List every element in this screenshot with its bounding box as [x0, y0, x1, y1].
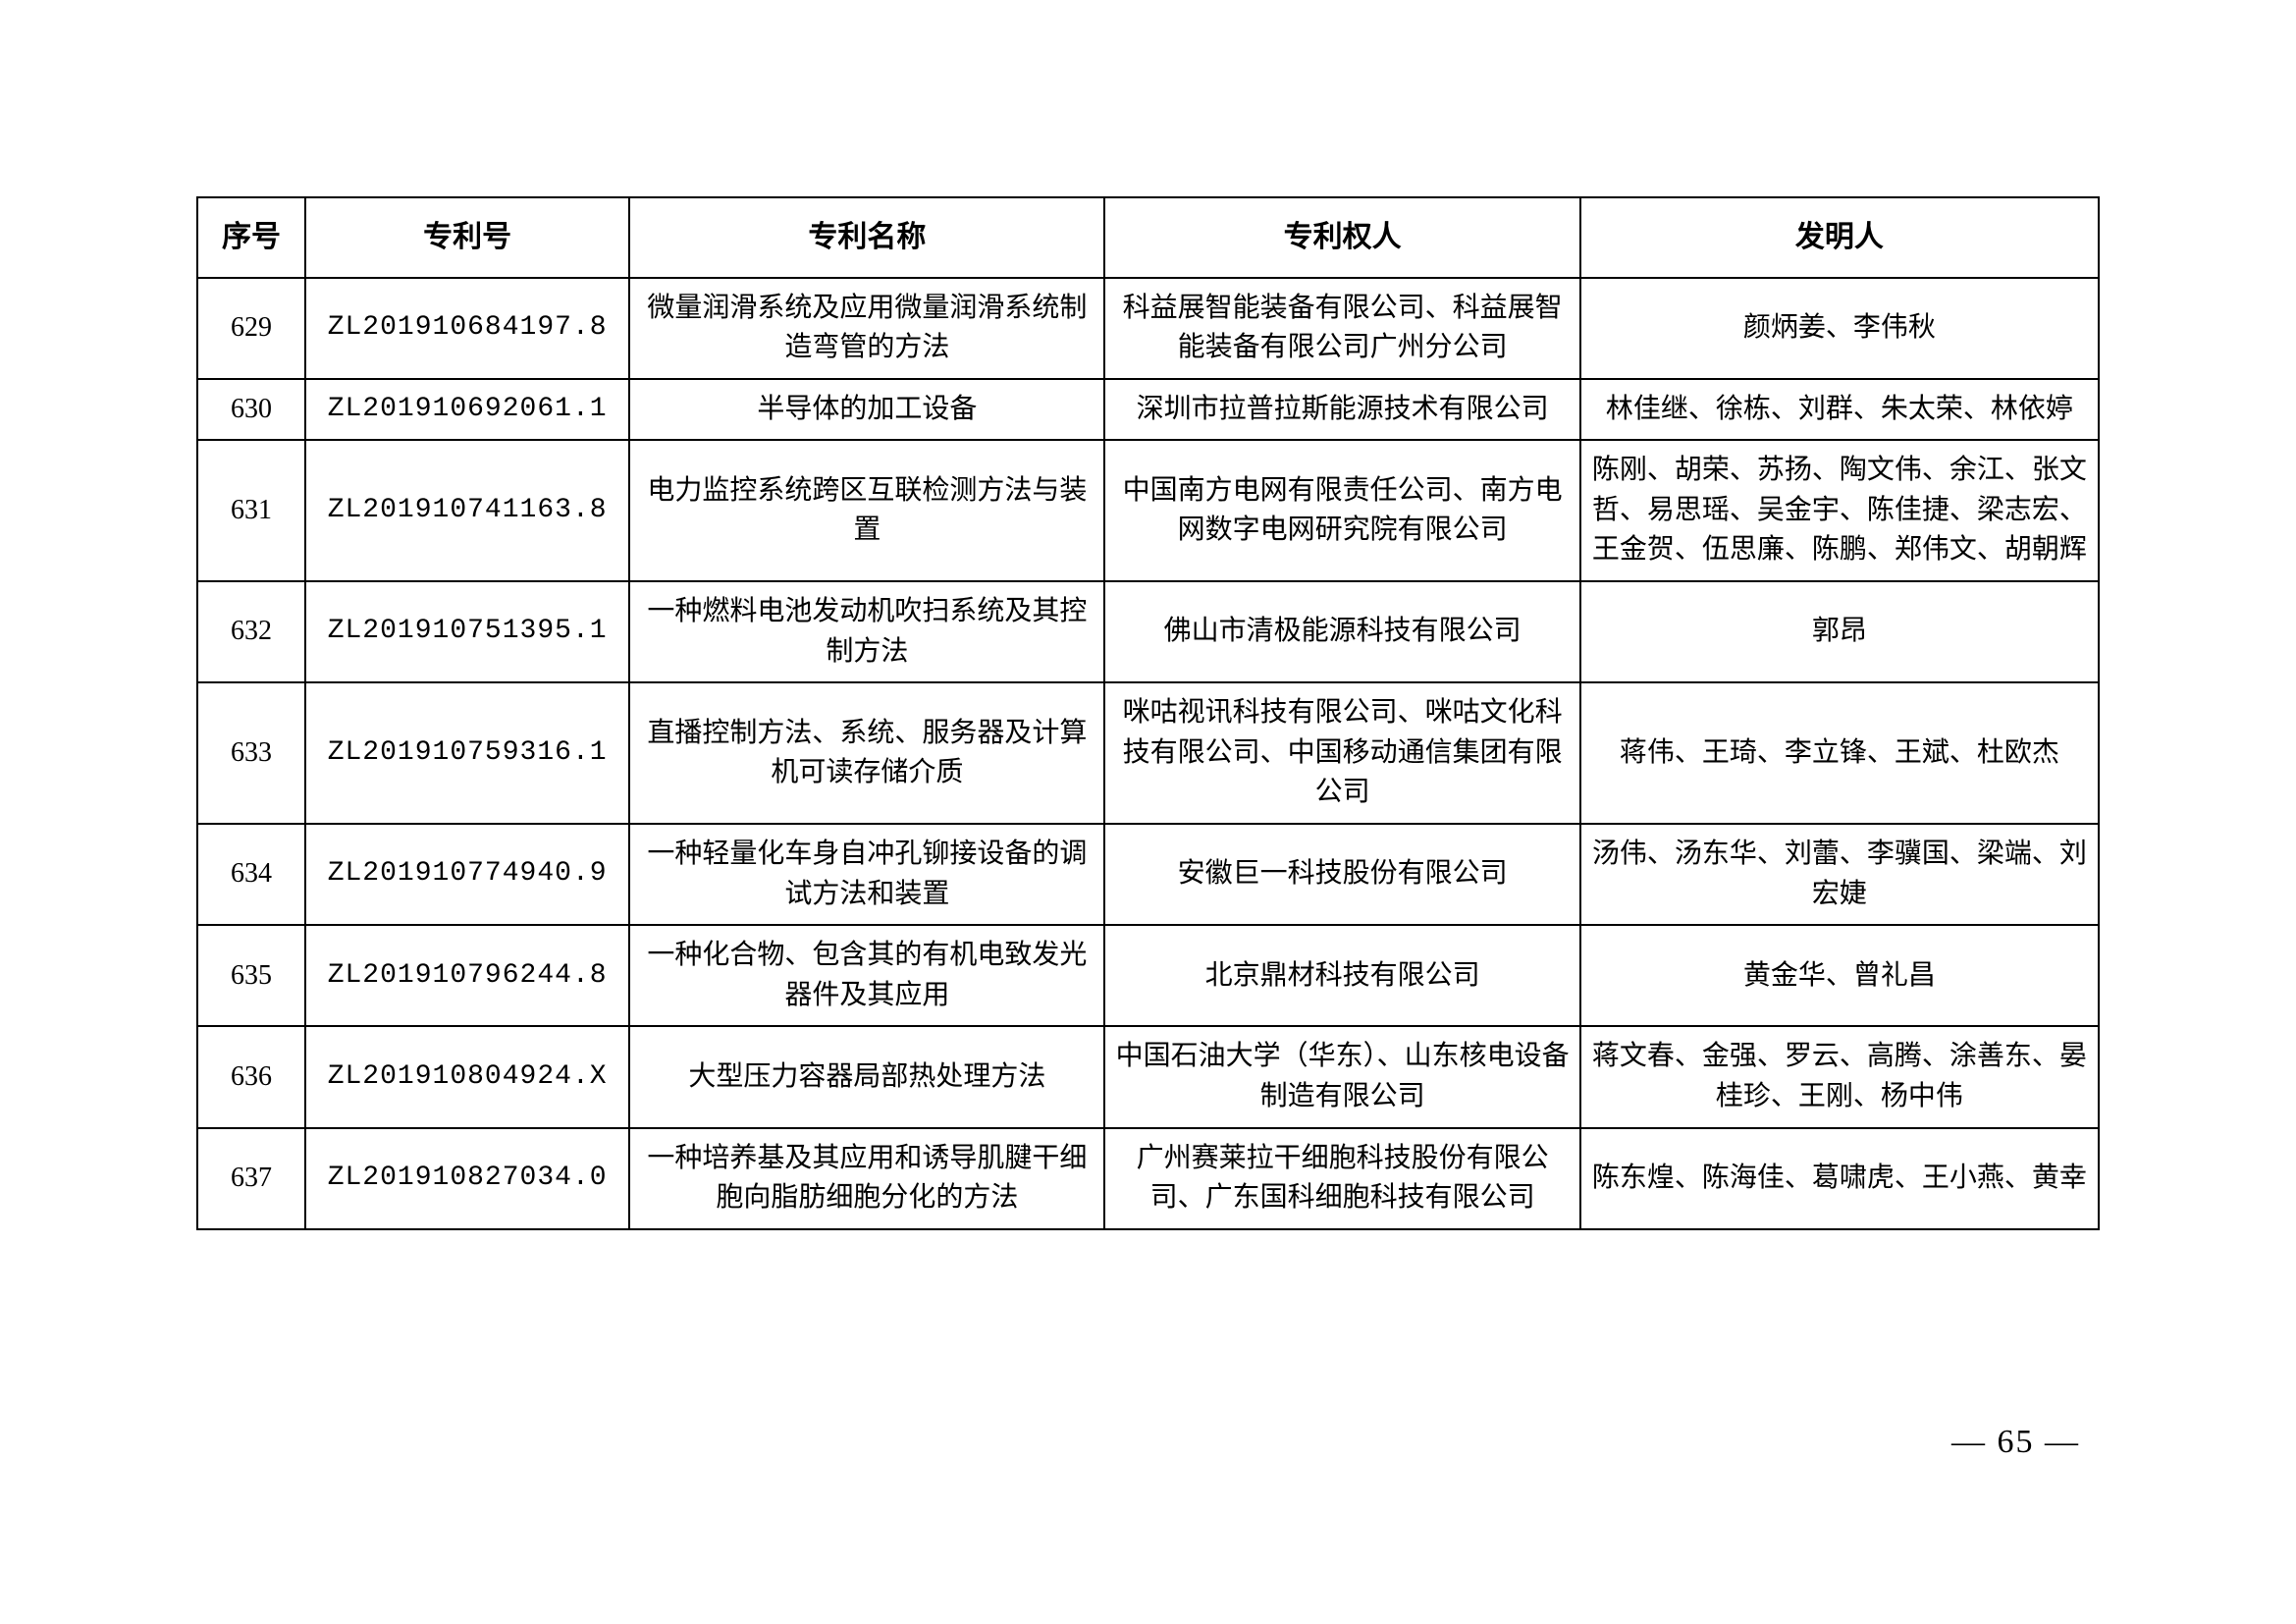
cell-inventor: 陈刚、胡荣、苏扬、陶文伟、余江、张文哲、易思瑶、吴金宇、陈佳捷、梁志宏、王金贺、…: [1580, 440, 2099, 581]
cell-patentno: ZL201910684197.8: [305, 278, 629, 379]
col-header-seq: 序号: [197, 197, 305, 278]
table-row: 634 ZL201910774940.9 一种轻量化车身自冲孔铆接设备的调试方法…: [197, 824, 2099, 925]
cell-assignee: 北京鼎材科技有限公司: [1104, 925, 1579, 1026]
cell-patentno: ZL201910827034.0: [305, 1128, 629, 1229]
table-row: 635 ZL201910796244.8 一种化合物、包含其的有机电致发光器件及…: [197, 925, 2099, 1026]
cell-patentno: ZL201910774940.9: [305, 824, 629, 925]
cell-patentno: ZL201910759316.1: [305, 682, 629, 824]
page-number: — 65 —: [1951, 1424, 2080, 1461]
cell-title: 大型压力容器局部热处理方法: [629, 1026, 1104, 1127]
cell-title: 一种培养基及其应用和诱导肌腱干细胞向脂肪细胞分化的方法: [629, 1128, 1104, 1229]
col-header-patentno: 专利号: [305, 197, 629, 278]
cell-patentno: ZL201910741163.8: [305, 440, 629, 581]
cell-assignee: 科益展智能装备有限公司、科益展智能装备有限公司广州分公司: [1104, 278, 1579, 379]
cell-assignee: 咪咕视讯科技有限公司、咪咕文化科技有限公司、中国移动通信集团有限公司: [1104, 682, 1579, 824]
cell-patentno: ZL201910751395.1: [305, 581, 629, 682]
table-row: 630 ZL201910692061.1 半导体的加工设备 深圳市拉普拉斯能源技…: [197, 379, 2099, 441]
cell-seq: 636: [197, 1026, 305, 1127]
cell-patentno: ZL201910804924.X: [305, 1026, 629, 1127]
cell-inventor: 黄金华、曾礼昌: [1580, 925, 2099, 1026]
table-row: 629 ZL201910684197.8 微量润滑系统及应用微量润滑系统制造弯管…: [197, 278, 2099, 379]
cell-assignee: 深圳市拉普拉斯能源技术有限公司: [1104, 379, 1579, 441]
cell-inventor: 陈东煌、陈海佳、葛啸虎、王小燕、黄幸: [1580, 1128, 2099, 1229]
cell-inventor: 郭昂: [1580, 581, 2099, 682]
cell-assignee: 佛山市清极能源科技有限公司: [1104, 581, 1579, 682]
cell-seq: 632: [197, 581, 305, 682]
cell-seq: 633: [197, 682, 305, 824]
cell-inventor: 颜炳姜、李伟秋: [1580, 278, 2099, 379]
cell-patentno: ZL201910692061.1: [305, 379, 629, 441]
cell-seq: 630: [197, 379, 305, 441]
cell-title: 半导体的加工设备: [629, 379, 1104, 441]
cell-title: 一种化合物、包含其的有机电致发光器件及其应用: [629, 925, 1104, 1026]
table-body: 629 ZL201910684197.8 微量润滑系统及应用微量润滑系统制造弯管…: [197, 278, 2099, 1229]
cell-inventor: 汤伟、汤东华、刘蕾、李骥国、梁端、刘宏婕: [1580, 824, 2099, 925]
page: 序号 专利号 专利名称 专利权人 发明人 629 ZL201910684197.…: [0, 0, 2296, 1624]
cell-title: 一种轻量化车身自冲孔铆接设备的调试方法和装置: [629, 824, 1104, 925]
patent-table: 序号 专利号 专利名称 专利权人 发明人 629 ZL201910684197.…: [196, 196, 2100, 1230]
cell-seq: 635: [197, 925, 305, 1026]
cell-assignee: 安徽巨一科技股份有限公司: [1104, 824, 1579, 925]
col-header-assignee: 专利权人: [1104, 197, 1579, 278]
table-row: 637 ZL201910827034.0 一种培养基及其应用和诱导肌腱干细胞向脂…: [197, 1128, 2099, 1229]
cell-title: 微量润滑系统及应用微量润滑系统制造弯管的方法: [629, 278, 1104, 379]
table-row: 633 ZL201910759316.1 直播控制方法、系统、服务器及计算机可读…: [197, 682, 2099, 824]
cell-title: 一种燃料电池发动机吹扫系统及其控制方法: [629, 581, 1104, 682]
cell-seq: 631: [197, 440, 305, 581]
cell-assignee: 中国石油大学（华东）、山东核电设备制造有限公司: [1104, 1026, 1579, 1127]
table-header-row: 序号 专利号 专利名称 专利权人 发明人: [197, 197, 2099, 278]
cell-title: 直播控制方法、系统、服务器及计算机可读存储介质: [629, 682, 1104, 824]
table-row: 632 ZL201910751395.1 一种燃料电池发动机吹扫系统及其控制方法…: [197, 581, 2099, 682]
cell-seq: 634: [197, 824, 305, 925]
cell-seq: 629: [197, 278, 305, 379]
table-row: 636 ZL201910804924.X 大型压力容器局部热处理方法 中国石油大…: [197, 1026, 2099, 1127]
cell-inventor: 蒋伟、王琦、李立锋、王斌、杜欧杰: [1580, 682, 2099, 824]
col-header-title: 专利名称: [629, 197, 1104, 278]
col-header-inventor: 发明人: [1580, 197, 2099, 278]
cell-title: 电力监控系统跨区互联检测方法与装置: [629, 440, 1104, 581]
cell-inventor: 蒋文春、金强、罗云、高腾、涂善东、晏桂珍、王刚、杨中伟: [1580, 1026, 2099, 1127]
cell-patentno: ZL201910796244.8: [305, 925, 629, 1026]
cell-inventor: 林佳继、徐栋、刘群、朱太荣、林依婷: [1580, 379, 2099, 441]
cell-seq: 637: [197, 1128, 305, 1229]
table-row: 631 ZL201910741163.8 电力监控系统跨区互联检测方法与装置 中…: [197, 440, 2099, 581]
cell-assignee: 广州赛莱拉干细胞科技股份有限公司、广东国科细胞科技有限公司: [1104, 1128, 1579, 1229]
cell-assignee: 中国南方电网有限责任公司、南方电网数字电网研究院有限公司: [1104, 440, 1579, 581]
